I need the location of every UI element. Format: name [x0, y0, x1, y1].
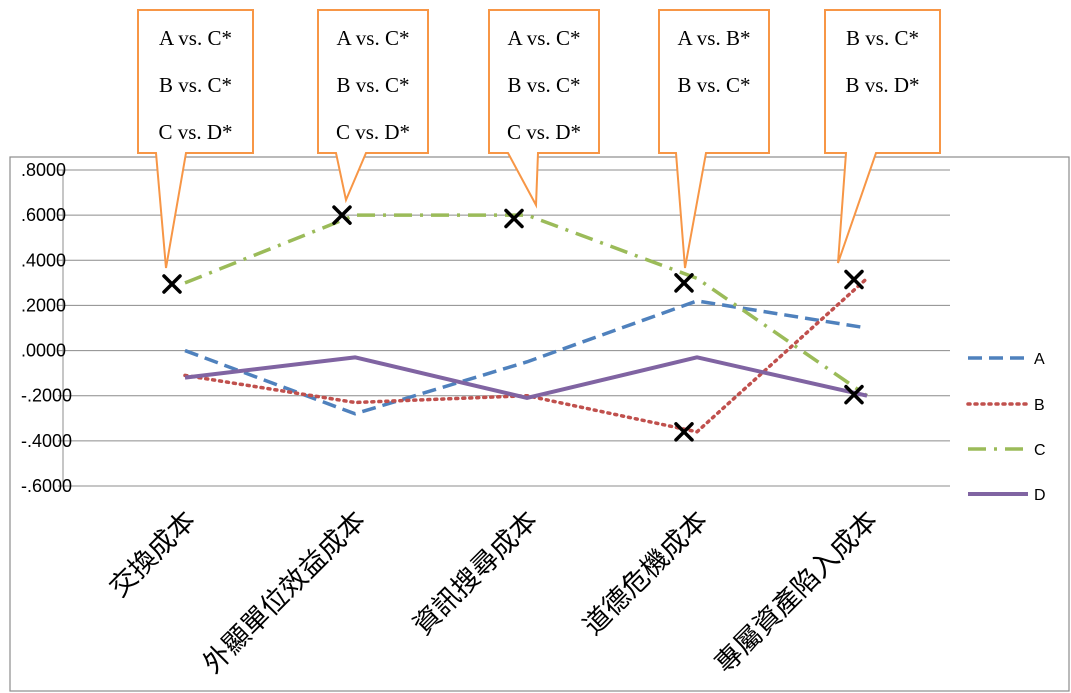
y-tick-label: .4000 [21, 250, 66, 270]
y-tick-label: -.4000 [21, 431, 72, 451]
callout-line: A vs. C* [508, 26, 581, 50]
significance-marker [504, 208, 524, 229]
callout-line: B vs. C* [846, 26, 919, 50]
callout-line: C vs. D* [158, 120, 232, 144]
significance-marker [332, 205, 352, 225]
significance-marker [674, 422, 694, 442]
series-lines [183, 213, 869, 434]
legend-label: B [1034, 397, 1045, 414]
x-tick-label: 交換成本 [104, 505, 202, 603]
callout-line: B vs. C* [508, 73, 581, 97]
series-line-a [184, 299, 868, 416]
callout-box: A vs. C* B vs. C* C vs. D* [137, 9, 254, 269]
callout-box: A vs. C* B vs. C* C vs. D* [317, 9, 429, 204]
legend-label: A [1034, 351, 1045, 368]
y-axis: .8000 .6000 .4000 .2000 .0000 -.2000 -.4000 -.6… [21, 160, 72, 496]
callout-line: A vs. C* [337, 26, 410, 50]
y-tick-label: .8000 [21, 160, 66, 180]
callout-box: A vs. B* B vs. C* [658, 9, 770, 269]
callout-line: C vs. D* [507, 120, 581, 144]
gridlines [58, 169, 950, 487]
y-tick-label: .2000 [21, 295, 66, 315]
y-tick-label: .0000 [21, 341, 66, 361]
callout-line: B vs. C* [159, 73, 232, 97]
callout-line: B vs. D* [845, 73, 919, 97]
series-line-b [183, 276, 869, 434]
significance-marker [674, 273, 694, 293]
y-tick-label: -.6000 [21, 476, 72, 496]
legend-item-a: A [968, 351, 1045, 368]
legend-item-d: D [968, 487, 1046, 504]
significance-marker [162, 274, 182, 294]
significance-marker [844, 269, 864, 290]
callout-box: A vs. C* B vs. C* C vs. D* [488, 9, 600, 209]
legend-label: C [1034, 442, 1046, 459]
chart-frame [9, 156, 1070, 692]
legend-label: D [1034, 487, 1046, 504]
series-line-c [184, 213, 868, 398]
legend-item-b: B [966, 397, 1045, 414]
significance-markers [162, 205, 864, 442]
callout-line: A vs. B* [678, 26, 751, 50]
y-tick-label: -.2000 [21, 386, 72, 406]
x-tick-label: 道德危機成本 [577, 505, 713, 641]
legend: A B C D [966, 351, 1046, 504]
callout-line: B vs. C* [678, 73, 751, 97]
callout-line: C vs. D* [336, 120, 410, 144]
significance-marker [844, 384, 864, 405]
x-tick-label: 資訊搜尋成本 [407, 505, 543, 641]
x-tick-label: 專屬資產陷入成本 [709, 505, 884, 680]
series-line-d [184, 355, 868, 400]
y-tick-label: .6000 [21, 205, 66, 225]
callout-line: B vs. C* [337, 73, 410, 97]
callout-box: B vs. C* B vs. D* [824, 9, 941, 264]
x-tick-label: 外顯單位效益成本 [197, 505, 372, 680]
callout-line: A vs. C* [159, 26, 232, 50]
callouts: A vs. C* B vs. C* C vs. D* A vs. C* B vs. C*… [137, 9, 941, 269]
legend-item-c: C [968, 442, 1046, 459]
